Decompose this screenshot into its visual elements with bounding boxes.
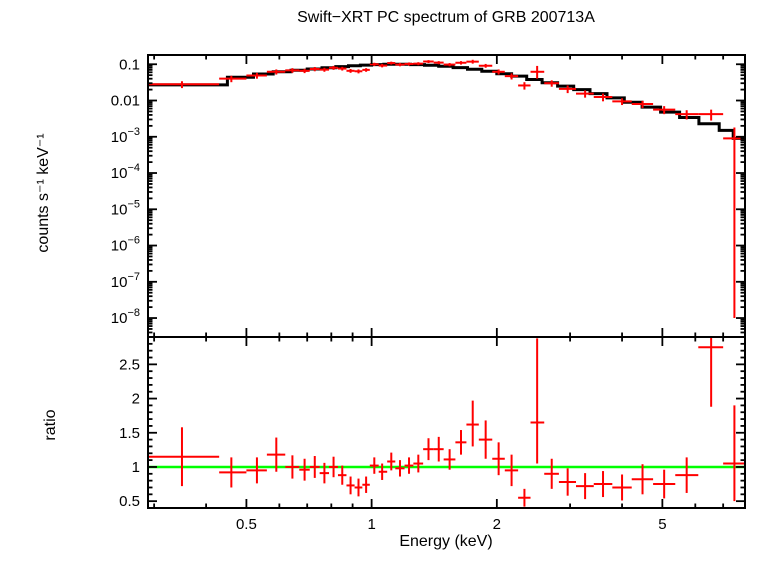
model-line <box>148 62 745 140</box>
top-panel-frame <box>147 54 746 338</box>
panel-frames <box>147 54 746 509</box>
bottom-y-axis-label: ratio <box>42 409 59 440</box>
chart-title: Swift−XRT PC spectrum of GRB 200713A <box>297 9 595 26</box>
spectrum-data-points <box>148 59 745 319</box>
bottom-panel-frame <box>147 336 746 509</box>
ratio-data-points <box>148 337 745 507</box>
y-tick-label: 2 <box>132 391 140 408</box>
tick-labels: 0.1 0.01 10−3 10−4 10−5 10−6 10−7 10−8 0.5 1 1.5 2 2… <box>111 56 667 533</box>
y-tick-label: 0.1 <box>119 56 140 73</box>
x-tick-label: 1 <box>367 516 375 533</box>
x-tick-label: 0.5 <box>236 516 257 533</box>
y-tick-label: 0.01 <box>111 93 140 110</box>
axis-ticks <box>148 55 745 509</box>
top-y-axis-label: counts s⁻¹ keV⁻¹ <box>35 133 52 252</box>
y-tick-label: 10−4 <box>111 162 140 182</box>
y-tick-label: 10−3 <box>111 126 140 146</box>
y-tick-label: 1.5 <box>119 425 140 442</box>
y-tick-label: 10−7 <box>111 271 140 291</box>
x-tick-label: 5 <box>658 516 666 533</box>
plot-render-layer: 0.1 0.01 10−3 10−4 10−5 10−6 10−7 10−8 0.5 1 1.5 2 2… <box>111 54 746 533</box>
x-tick-label: 2 <box>493 516 501 533</box>
y-tick-label: 0.5 <box>119 493 140 510</box>
y-tick-label: 2.5 <box>119 356 140 373</box>
x-axis-label: Energy (keV) <box>399 533 492 550</box>
y-tick-label: 10−6 <box>111 235 140 255</box>
y-tick-label: 1 <box>132 459 140 476</box>
y-tick-label: 10−8 <box>111 307 140 327</box>
y-tick-label: 10−5 <box>111 198 140 218</box>
